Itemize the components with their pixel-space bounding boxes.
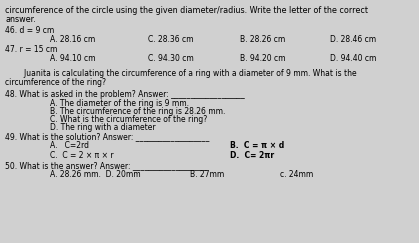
Text: D. 94.40 cm: D. 94.40 cm	[330, 54, 376, 63]
Text: C. 28.36 cm: C. 28.36 cm	[148, 35, 194, 44]
Text: circumference of the circle using the given diameter/radius. Write the letter of: circumference of the circle using the gi…	[5, 6, 368, 15]
Text: 47. r = 15 cm: 47. r = 15 cm	[5, 45, 57, 54]
Text: B. 94.20 cm: B. 94.20 cm	[240, 54, 285, 63]
Text: C.  C = 2 × π × r: C. C = 2 × π × r	[50, 151, 114, 160]
Text: 49. What is the solution? Answer: ___________________: 49. What is the solution? Answer: ______…	[5, 132, 210, 141]
Text: circumference of the ring?: circumference of the ring?	[5, 78, 106, 87]
Text: B. 28.26 cm: B. 28.26 cm	[240, 35, 285, 44]
Text: D. The ring with a diameter: D. The ring with a diameter	[50, 123, 155, 132]
Text: A. 28.26 mm.  D. 20mm: A. 28.26 mm. D. 20mm	[50, 170, 141, 179]
Text: C. 94.30 cm: C. 94.30 cm	[148, 54, 194, 63]
Text: c. 24mm: c. 24mm	[280, 170, 313, 179]
Text: A. 94.10 cm: A. 94.10 cm	[50, 54, 96, 63]
Text: D.  C= 2πr: D. C= 2πr	[230, 151, 274, 160]
Text: A. 28.16 cm: A. 28.16 cm	[50, 35, 95, 44]
Text: D. 28.46 cm: D. 28.46 cm	[330, 35, 376, 44]
Text: Juanita is calculating the circumference of a ring with a diameter of 9 mm. What: Juanita is calculating the circumference…	[5, 69, 357, 78]
Text: 48. What is asked in the problem? Answer: ___________________: 48. What is asked in the problem? Answer…	[5, 90, 245, 99]
Text: answer.: answer.	[5, 15, 36, 24]
Text: A.   C=2rd: A. C=2rd	[50, 141, 89, 150]
Text: A. The diameter of the ring is 9 mm.: A. The diameter of the ring is 9 mm.	[50, 99, 189, 108]
Text: 50. What is the answer? Answer: ___________________: 50. What is the answer? Answer: ________…	[5, 161, 207, 170]
Text: B.  C = π × d: B. C = π × d	[230, 141, 284, 150]
Text: B. The circumference of the ring is 28.26 mm.: B. The circumference of the ring is 28.2…	[50, 107, 225, 116]
Text: 46. d = 9 cm: 46. d = 9 cm	[5, 26, 54, 35]
Text: B. 27mm: B. 27mm	[190, 170, 224, 179]
Text: C. What is the circumference of the ring?: C. What is the circumference of the ring…	[50, 115, 207, 124]
